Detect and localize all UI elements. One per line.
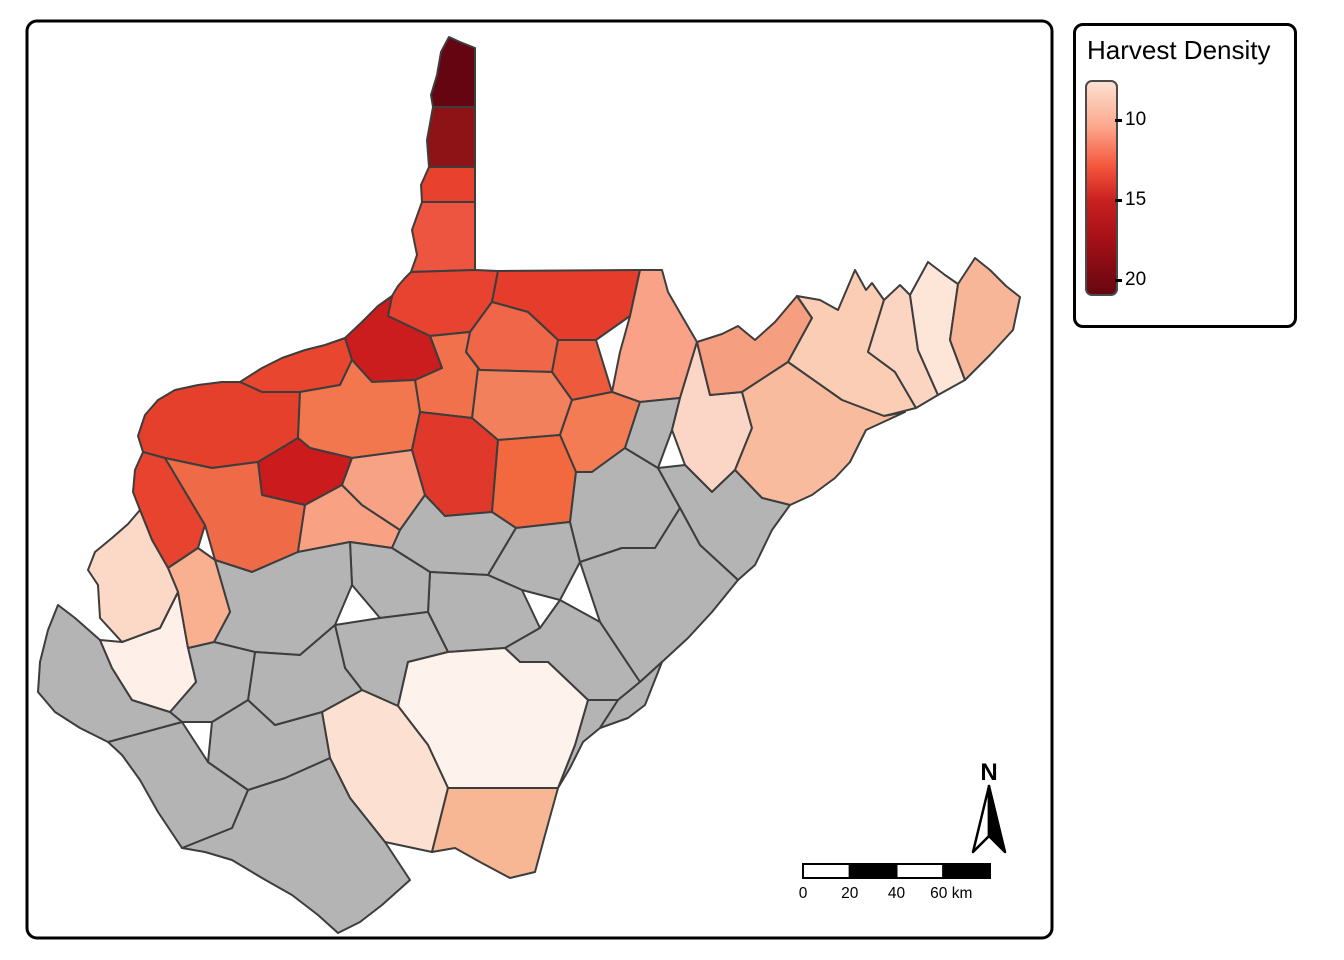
county-monroe (599, 661, 663, 729)
scale-bar-label: 40 (888, 885, 906, 902)
county-marshall (410, 201, 476, 273)
scale-bar: 0 20 40 60 km (799, 863, 991, 902)
county-mingo (107, 721, 249, 849)
legend-tick-label: 15 (1125, 189, 1147, 210)
north-arrow: N (971, 759, 1007, 854)
legend-tick-label: 20 (1125, 269, 1147, 290)
legend-gradient-bar (1085, 80, 1118, 296)
county-tucker (624, 397, 681, 469)
county-upshur (491, 434, 577, 529)
scale-bar-label: 0 (799, 885, 808, 902)
legend-tick-label: 10 (1125, 109, 1147, 130)
county-jefferson (949, 257, 1021, 381)
scale-bar-segment (942, 863, 991, 879)
north-arrow-label: N (980, 759, 997, 786)
county-mercer (431, 787, 559, 879)
legend: Harvest Density 10 15 20 (1073, 23, 1297, 328)
county-polygons (37, 36, 1021, 934)
legend-tick-mark (1115, 118, 1122, 122)
north-arrow-right-half (987, 784, 1007, 854)
legend-title: Harvest Density (1087, 35, 1271, 65)
county-brooke (426, 106, 476, 168)
scale-bar-segment (802, 863, 851, 879)
legend-tick-mark (1115, 198, 1122, 202)
scale-bar-label: 20 (841, 885, 859, 902)
scale-bar-segment (895, 863, 945, 879)
county-putnam (167, 547, 231, 649)
county-mason (87, 509, 179, 643)
county-ohio (420, 166, 476, 203)
scale-bar-label: 60 km (930, 885, 972, 902)
county-boone (247, 624, 363, 726)
legend-tick-mark (1115, 278, 1122, 282)
county-harrison (471, 367, 573, 441)
scale-bar-segment (848, 863, 898, 879)
